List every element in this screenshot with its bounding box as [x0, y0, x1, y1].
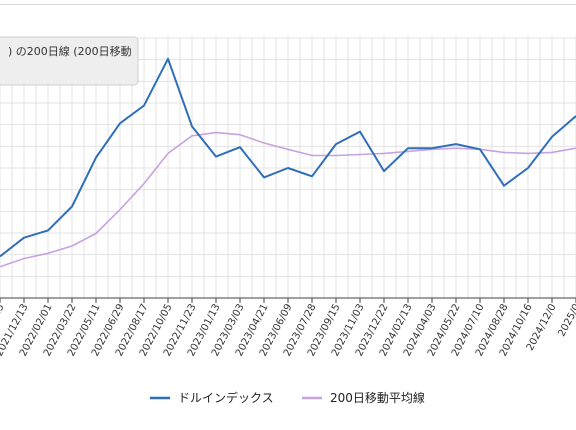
tooltip-box — [0, 36, 139, 86]
legend-label-200ma: 200日移動平均線 — [330, 390, 425, 405]
series-layer — [0, 57, 576, 268]
legend-label-dollar-index: ドルインデックス — [178, 390, 274, 405]
x-tick-labels: 2021/10/252021/12/132022/02/012022/03/22… — [0, 302, 576, 358]
tooltip: ) の200日線 (200日移動 — [0, 36, 139, 86]
legend: ドルインデックス 200日移動平均線 — [150, 390, 425, 405]
x-axis — [0, 297, 576, 303]
top-divider — [0, 4, 576, 5]
x-tick-label: 2025/0 — [556, 302, 576, 338]
tooltip-label: ) の200日線 (200日移動 — [8, 44, 132, 58]
